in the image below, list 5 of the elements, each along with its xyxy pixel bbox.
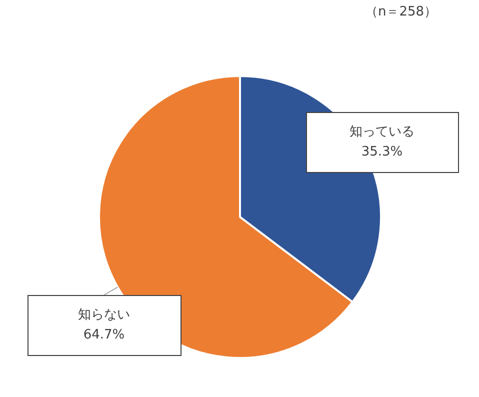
slice-label: 知らない <box>78 307 130 322</box>
text: （n＝258） <box>365 4 438 20</box>
slice-label: 知っている <box>350 124 414 140</box>
data-label: 35.3% <box>361 144 403 160</box>
data-label: 64.7% <box>83 327 125 342</box>
